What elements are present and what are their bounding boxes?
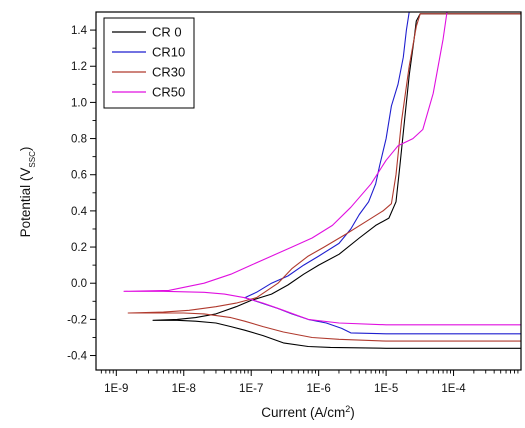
y-tick-label: 0.2 <box>71 242 87 254</box>
y-tick-label: 1.4 <box>71 25 88 37</box>
x-tick-label: 1E-7 <box>239 383 263 395</box>
x-tick-label: 1E-5 <box>374 383 398 395</box>
legend-label: CR30 <box>152 65 185 80</box>
x-tick-label: 1E-4 <box>441 383 466 395</box>
x-tick-label: 1E-9 <box>104 383 128 395</box>
series-line-cr50 <box>123 12 521 326</box>
x-tick-label: 1E-6 <box>307 383 331 395</box>
legend-box <box>103 17 195 109</box>
legend-label: CR 0 <box>152 25 182 40</box>
x-tick-label: 1E-8 <box>172 383 196 395</box>
y-tick-label: -0.4 <box>67 351 87 363</box>
x-axis-title: Current (A/cm2) <box>261 404 355 420</box>
y-tick-label: 1.0 <box>71 97 87 109</box>
series-layer <box>123 12 521 349</box>
series-line-cr0 <box>152 13 521 349</box>
legend: CR 0 CR10 CR30 CR50 <box>103 17 195 109</box>
series-line-cr10 <box>244 12 521 335</box>
axes-layer: 1E-9 1E-8 1E-7 1E-6 1E-5 1E-4 -0.4 -0.2 0.0 0.2 0.… <box>67 25 519 395</box>
y-tick-label: 1.2 <box>71 61 87 73</box>
y-tick-label: 0.6 <box>71 170 87 182</box>
legend-label: CR10 <box>152 45 185 60</box>
y-tick-label: 0.8 <box>71 134 87 146</box>
y-axis-title: Potential (VSSC) <box>18 147 37 238</box>
y-tick-label: 0.0 <box>71 278 87 290</box>
y-tick-label: -0.2 <box>67 314 87 326</box>
series-line-cr30 <box>127 13 521 342</box>
y-tick-label: 0.4 <box>71 206 88 218</box>
legend-label: CR50 <box>152 85 185 100</box>
